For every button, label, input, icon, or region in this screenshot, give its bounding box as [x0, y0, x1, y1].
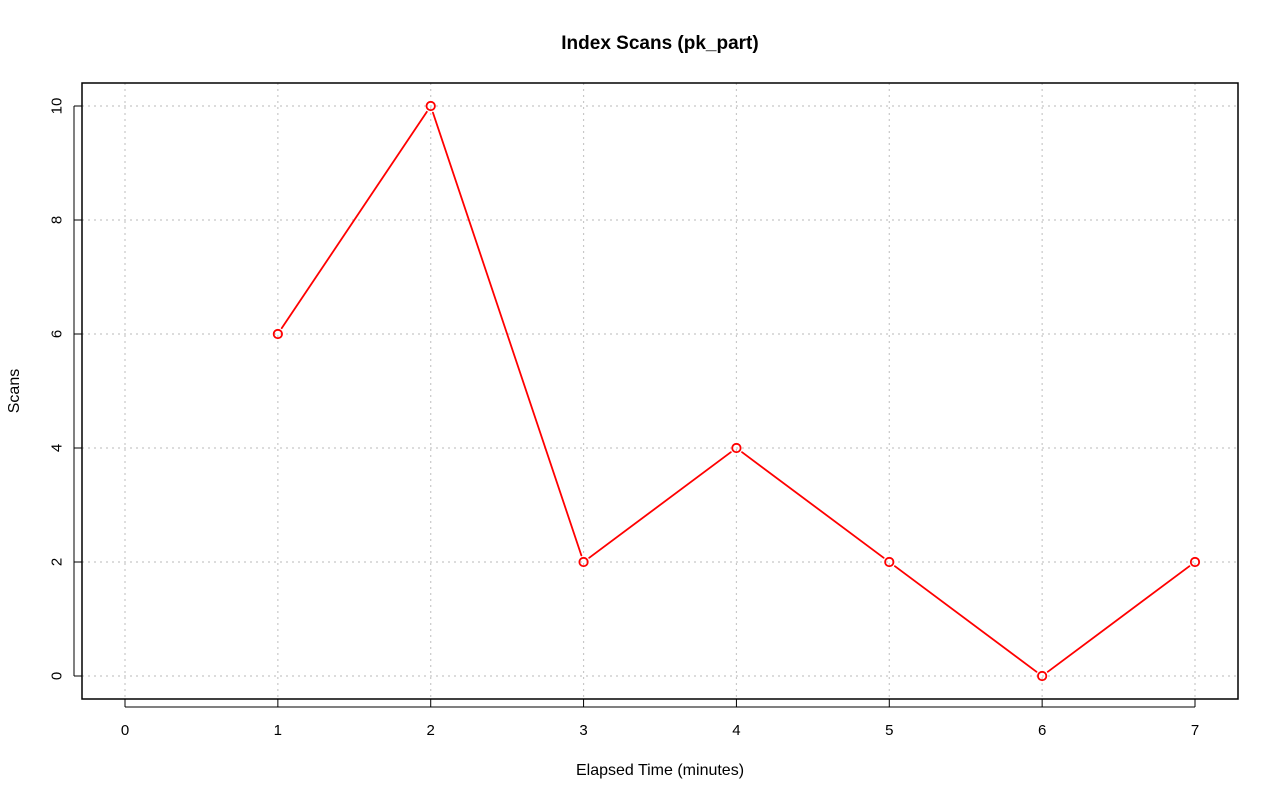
y-tick-label: 10 — [49, 98, 66, 115]
x-tick-label: 7 — [1191, 722, 1199, 739]
series-line-segment — [1046, 565, 1191, 673]
data-point — [1189, 556, 1201, 568]
y-axis-label: Scans — [6, 369, 23, 413]
series-line-segment — [893, 565, 1038, 673]
series — [272, 100, 1201, 682]
chart-title: Index Scans (pk_part) — [561, 33, 758, 54]
series-line-segment — [588, 451, 732, 559]
data-point — [1037, 670, 1048, 682]
x-tick-label: 5 — [885, 722, 893, 739]
data-point — [578, 556, 589, 568]
data-point — [272, 328, 283, 340]
data-point — [884, 556, 895, 568]
x-tick-label: 4 — [732, 722, 740, 739]
plot-frame — [81, 82, 1239, 700]
y-tick-label: 2 — [49, 558, 66, 566]
y-tick-label: 8 — [49, 216, 66, 224]
x-tick-label: 2 — [427, 722, 435, 739]
series-line-segment — [280, 110, 428, 330]
y-tick-label: 4 — [49, 444, 66, 452]
x-tick-label: 3 — [579, 722, 587, 739]
series-line-segment — [741, 451, 885, 559]
y-tick-label: 0 — [49, 672, 66, 680]
series-line-segment — [432, 111, 583, 557]
x-tick-label: 6 — [1038, 722, 1046, 739]
data-point — [731, 442, 742, 454]
x-tick-label: 0 — [121, 722, 129, 739]
y-tick-label: 6 — [49, 330, 66, 338]
x-axis: 0 1 2 3 4 5 6 7 — [121, 699, 1199, 739]
x-tick-label: 1 — [274, 722, 282, 739]
data-point — [425, 100, 436, 112]
x-axis-label: Elapsed Time (minutes) — [576, 762, 744, 779]
y-axis: 0 2 4 6 8 10 — [49, 98, 82, 680]
grid — [82, 83, 1238, 699]
